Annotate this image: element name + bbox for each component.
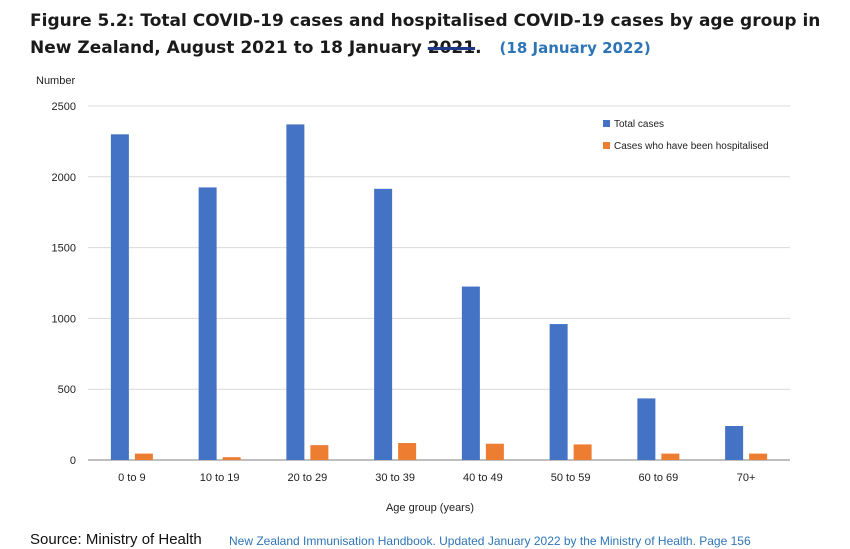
legend: Total cases Cases who have been hospitali… bbox=[603, 119, 769, 152]
source-text: Source: Ministry of Health bbox=[30, 531, 202, 548]
x-tick-label: 70+ bbox=[737, 472, 756, 484]
y-tick-label: 1000 bbox=[52, 313, 76, 325]
title-end: . bbox=[475, 38, 482, 58]
gridlines bbox=[88, 105, 790, 461]
y-tick-label: 0 bbox=[70, 455, 76, 467]
bar-total-cases bbox=[461, 286, 480, 460]
x-tick-label: 20 to 29 bbox=[287, 472, 327, 484]
bar-hospitalised bbox=[661, 453, 680, 460]
bar-hospitalised bbox=[134, 453, 153, 460]
title-correction: (18 January 2022) bbox=[499, 39, 651, 57]
bars bbox=[110, 124, 768, 461]
bar-total-cases bbox=[374, 188, 393, 460]
bar-total-cases bbox=[637, 398, 656, 460]
x-tick-label: 0 to 9 bbox=[118, 472, 146, 484]
figure-title: Figure 5.2: Total COVID-19 cases and hos… bbox=[30, 8, 830, 62]
x-tick-label: 50 to 59 bbox=[551, 472, 591, 484]
legend-swatch bbox=[603, 120, 610, 127]
x-tick-labels: 0 to 9 10 to 19 20 to 29 30 to 39 40 to 49 50… bbox=[118, 472, 755, 484]
bar-hospitalised bbox=[222, 457, 241, 460]
title-struck-year: 2021 bbox=[427, 38, 476, 58]
x-tick-label: 30 to 39 bbox=[375, 472, 415, 484]
legend-label: Cases who have been hospitalised bbox=[614, 141, 769, 152]
x-tick-label: 60 to 69 bbox=[638, 472, 678, 484]
bar-hospitalised bbox=[310, 445, 329, 460]
bar-total-cases bbox=[549, 324, 568, 460]
legend-label: Total cases bbox=[614, 119, 664, 130]
y-tick-label: 1500 bbox=[52, 243, 76, 255]
reference-link[interactable]: New Zealand Immunisation Handbook. Updat… bbox=[229, 534, 751, 548]
y-axis-label: Number bbox=[36, 75, 75, 87]
y-tick-label: 500 bbox=[58, 384, 76, 396]
bar-hospitalised bbox=[749, 453, 768, 460]
y-tick-label: 2500 bbox=[52, 101, 76, 113]
bar-hospitalised bbox=[573, 444, 592, 460]
bar-total-cases bbox=[198, 187, 217, 461]
x-tick-label: 10 to 19 bbox=[200, 472, 240, 484]
bar-total-cases bbox=[725, 426, 744, 460]
legend-swatch bbox=[603, 142, 610, 149]
bar-total-cases bbox=[286, 124, 305, 461]
y-tick-label: 2000 bbox=[52, 172, 76, 184]
bar-hospitalised bbox=[398, 443, 417, 460]
x-tick-label: 40 to 49 bbox=[463, 472, 503, 484]
bar-hospitalised bbox=[485, 443, 504, 460]
y-tick-labels: 0 500 1000 1500 2000 2500 bbox=[52, 101, 76, 467]
x-axis-label: Age group (years) bbox=[386, 502, 474, 514]
bar-total-cases bbox=[110, 134, 129, 460]
title-main: Figure 5.2: Total COVID-19 cases and hos… bbox=[30, 11, 821, 58]
